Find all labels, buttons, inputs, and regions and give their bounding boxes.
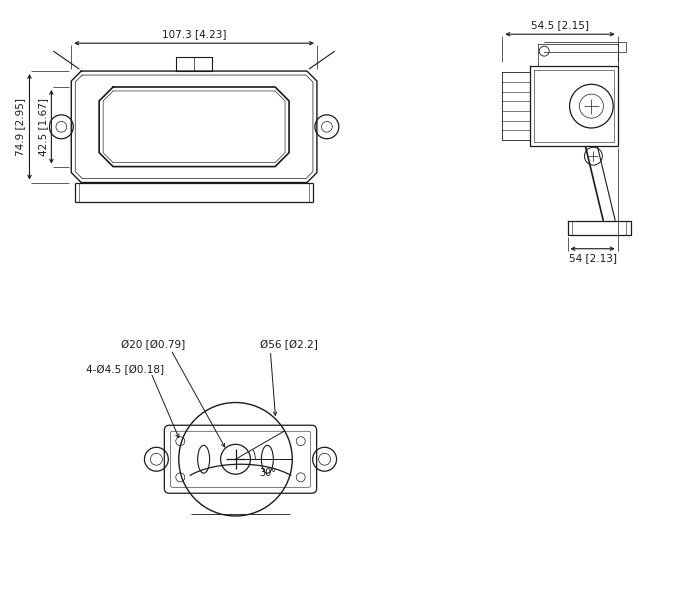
Text: Ø20 [Ø0.79]: Ø20 [Ø0.79] xyxy=(121,340,186,350)
Text: 54.5 [2.15]: 54.5 [2.15] xyxy=(531,20,589,30)
Text: 54 [2.13]: 54 [2.13] xyxy=(569,253,617,263)
Text: 42.5 [1.67]: 42.5 [1.67] xyxy=(39,98,48,156)
Text: 107.3 [4.23]: 107.3 [4.23] xyxy=(162,29,226,39)
Text: 4-Ø4.5 [Ø0.18]: 4-Ø4.5 [Ø0.18] xyxy=(86,365,164,375)
Text: 74.9 [2.95]: 74.9 [2.95] xyxy=(15,98,26,156)
Text: 30°: 30° xyxy=(259,468,276,478)
Text: Ø56 [Ø2.2]: Ø56 [Ø2.2] xyxy=(260,340,318,350)
